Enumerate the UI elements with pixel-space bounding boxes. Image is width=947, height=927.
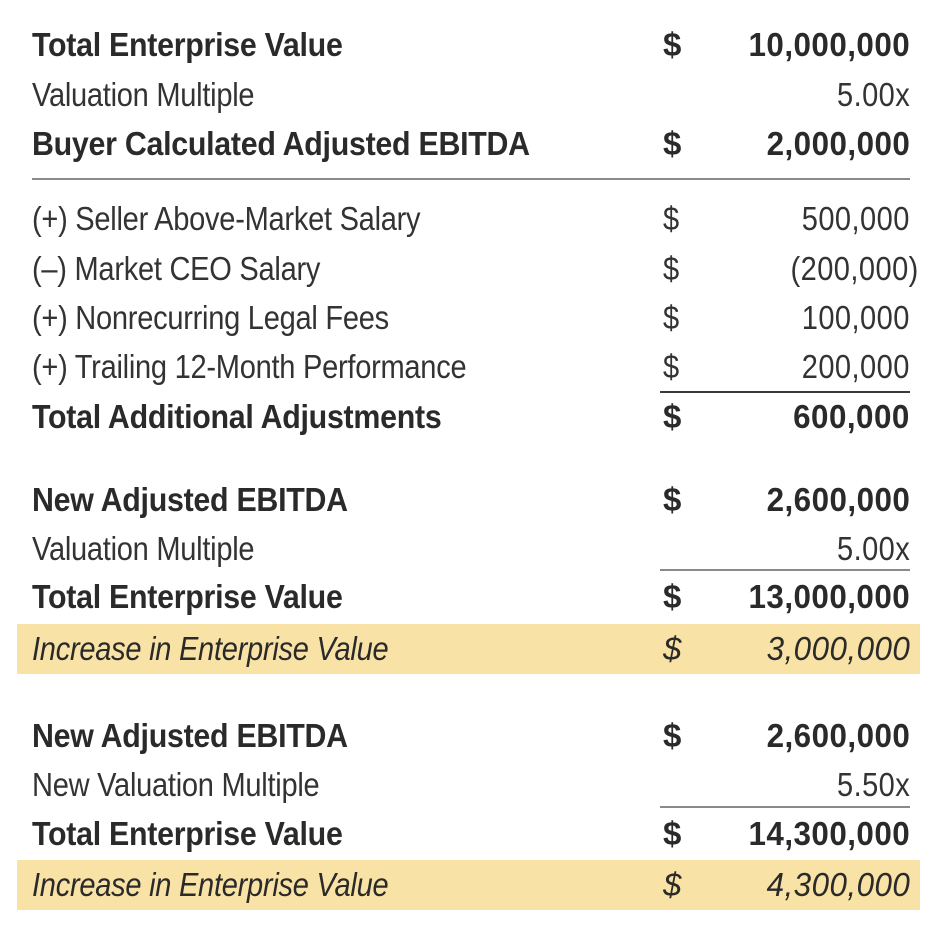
section-divider — [32, 178, 910, 180]
dollar-sign: $ — [663, 630, 682, 667]
highlight-band — [17, 860, 920, 910]
dollar-sign: $ — [663, 717, 682, 754]
row-label: Buyer Calculated Adjusted EBITDA — [32, 125, 530, 162]
row-label: New Adjusted EBITDA — [32, 481, 348, 518]
dollar-sign: $ — [663, 866, 682, 903]
subtotal-rule — [660, 391, 910, 393]
row-value: 10,000,000 — [748, 26, 910, 63]
dollar-sign: $ — [663, 26, 682, 63]
dollar-sign: $ — [663, 348, 680, 385]
dollar-sign: $ — [663, 250, 680, 287]
row-label: Total Additional Adjustments — [32, 398, 442, 435]
row-increase-enterprise-value: Increase in Enterprise Value $ 3,000,000 — [0, 624, 947, 673]
row-value: 600,000 — [793, 398, 910, 435]
row-value: 5.00x — [836, 530, 910, 567]
row-valuation-multiple: Valuation Multiple 5.00x — [0, 524, 947, 573]
row-value: 13,000,000 — [748, 578, 910, 615]
dollar-sign: $ — [663, 200, 680, 237]
row-total-enterprise-value: Total Enterprise Value $ 14,300,000 — [0, 809, 947, 858]
product-rule — [660, 806, 910, 808]
row-label: Valuation Multiple — [32, 76, 255, 113]
row-label: Valuation Multiple — [32, 530, 255, 567]
row-value: 2,600,000 — [766, 717, 910, 754]
row-value: 200,000 — [801, 348, 910, 385]
row-label: (+) Seller Above-Market Salary — [32, 200, 421, 237]
dollar-sign: $ — [663, 815, 682, 852]
product-rule — [660, 569, 910, 571]
row-total-adjustments: Total Additional Adjustments $ 600,000 — [0, 392, 947, 441]
dollar-sign: $ — [663, 481, 682, 518]
row-increase-enterprise-value: Increase in Enterprise Value $ 4,300,000 — [0, 860, 947, 909]
row-adjustment: (+) Seller Above-Market Salary $ 500,000 — [0, 194, 947, 243]
dollar-sign: $ — [663, 125, 682, 162]
row-label: Total Enterprise Value — [32, 26, 343, 63]
dollar-sign: $ — [663, 398, 682, 435]
row-total-enterprise-value: Total Enterprise Value $ 13,000,000 — [0, 572, 947, 621]
row-value: 100,000 — [801, 299, 910, 336]
row-new-adjusted-ebitda: New Adjusted EBITDA $ 2,600,000 — [0, 475, 947, 524]
row-label: New Valuation Multiple — [32, 766, 320, 803]
row-new-valuation-multiple: New Valuation Multiple 5.50x — [0, 760, 947, 809]
row-label: Increase in Enterprise Value — [32, 630, 389, 667]
row-label: (+) Trailing 12-Month Performance — [32, 348, 467, 385]
row-value: (200,000) — [790, 250, 919, 287]
row-new-adjusted-ebitda: New Adjusted EBITDA $ 2,600,000 — [0, 711, 947, 760]
row-value: 2,600,000 — [766, 481, 910, 518]
row-adjustment: (+) Trailing 12-Month Performance $ 200,… — [0, 342, 947, 391]
row-adjustment: (+) Nonrecurring Legal Fees $ 100,000 — [0, 293, 947, 342]
row-label: Total Enterprise Value — [32, 815, 343, 852]
row-value: 14,300,000 — [748, 815, 910, 852]
row-label: (+) Nonrecurring Legal Fees — [32, 299, 389, 336]
row-valuation-multiple: Valuation Multiple 5.00x — [0, 70, 947, 119]
row-label: Total Enterprise Value — [32, 578, 343, 615]
row-value: 5.50x — [836, 766, 910, 803]
dollar-sign: $ — [663, 578, 682, 615]
row-value: 3,000,000 — [766, 630, 910, 667]
row-label: New Adjusted EBITDA — [32, 717, 348, 754]
row-label: Increase in Enterprise Value — [32, 866, 389, 903]
row-buyer-adjusted-ebitda: Buyer Calculated Adjusted EBITDA $ 2,000… — [0, 119, 947, 168]
row-value: 5.00x — [836, 76, 910, 113]
dollar-sign: $ — [663, 299, 680, 336]
highlight-band — [17, 624, 920, 674]
row-label: (–) Market CEO Salary — [32, 250, 321, 287]
row-value: 2,000,000 — [766, 125, 910, 162]
row-value: 500,000 — [801, 200, 910, 237]
row-value: 4,300,000 — [766, 866, 910, 903]
row-total-enterprise-value: Total Enterprise Value $ 10,000,000 — [0, 20, 947, 69]
row-adjustment: (–) Market CEO Salary $ (200,000) — [0, 244, 947, 293]
